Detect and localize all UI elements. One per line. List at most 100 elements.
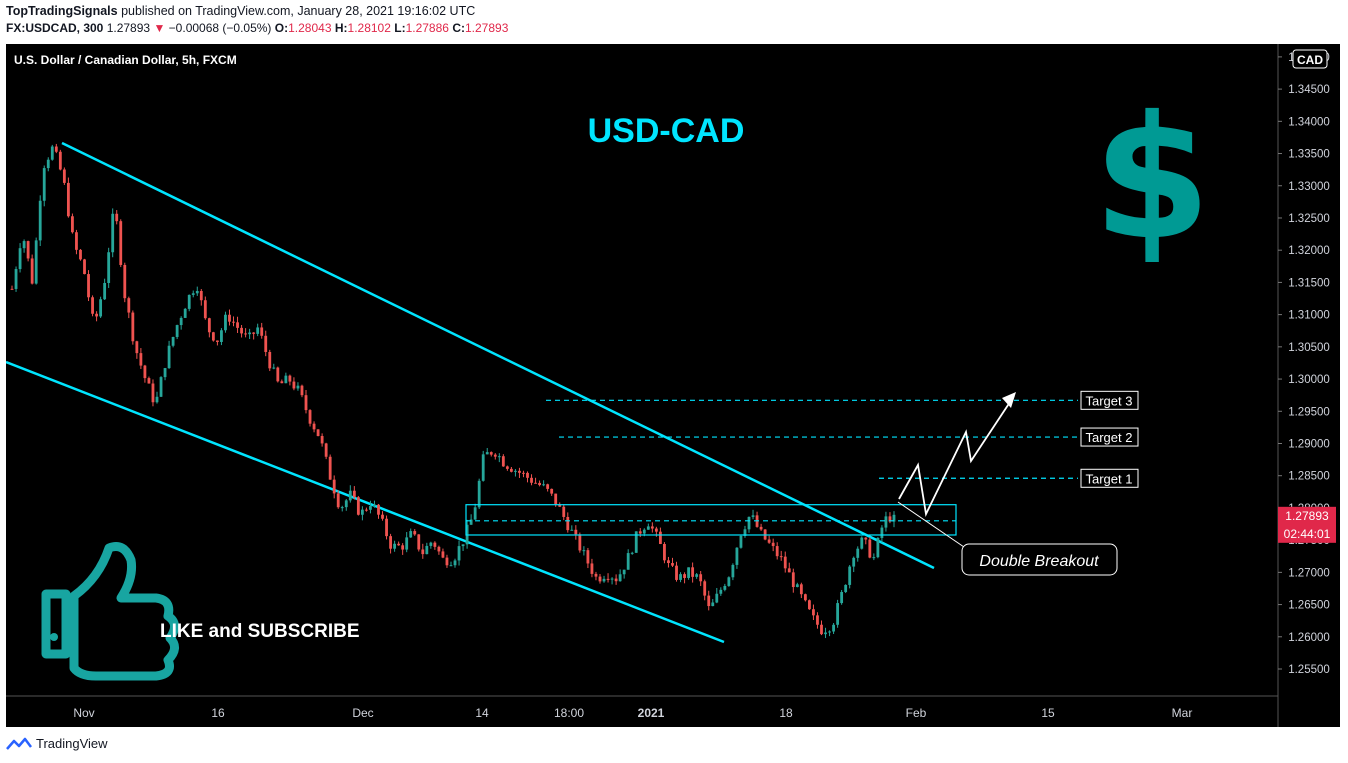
candle <box>872 553 876 561</box>
candle <box>610 577 614 585</box>
candle <box>832 622 835 634</box>
candle <box>256 323 260 337</box>
price-tick-label: 1.29000 <box>1288 438 1330 450</box>
candle <box>868 537 872 559</box>
candle <box>699 570 703 587</box>
time-axis[interactable]: Nov 16 Dec 14 18:00 2021 18 Feb 15 Mar <box>73 706 1192 720</box>
thumbs-up-icon <box>41 542 179 681</box>
candle <box>848 564 852 589</box>
candle <box>759 523 763 531</box>
currency-badge[interactable]: CAD <box>1292 49 1328 69</box>
callout-box <box>961 543 1118 576</box>
candle <box>409 528 413 538</box>
candle <box>171 336 175 348</box>
candle <box>514 469 517 477</box>
candle <box>75 229 78 255</box>
candle <box>336 490 340 509</box>
candle <box>880 525 884 543</box>
candle <box>385 515 388 540</box>
candle <box>852 556 856 573</box>
promo-text: LIKE and SUBSCRIBE <box>160 621 360 642</box>
candle <box>26 240 30 262</box>
candle <box>369 500 372 514</box>
candle <box>812 604 815 620</box>
symbol-name: FX:USDCAD, 300 <box>6 21 104 35</box>
candle <box>485 447 489 455</box>
breakout-zone-box[interactable] <box>465 504 957 536</box>
candle <box>373 500 376 508</box>
price-axis[interactable]: 1.255001.260001.265001.270001.275001.280… <box>1278 52 1330 676</box>
candle <box>739 535 743 549</box>
double-breakout-callout[interactable]: Double Breakout <box>897 501 1118 576</box>
candle <box>22 239 26 253</box>
candle <box>91 295 94 317</box>
channel-lower-line[interactable] <box>6 360 725 644</box>
candle <box>268 349 272 372</box>
candle <box>445 554 449 568</box>
candle <box>751 509 755 520</box>
last-price-label: 1.27893 <box>1285 509 1329 523</box>
candle <box>453 558 457 568</box>
price-chart[interactable]: Target 1 Target 2 Target 3 Double Breakout… <box>6 44 1340 727</box>
price-tick-label: 1.33000 <box>1288 181 1330 193</box>
down-arrow-icon: ▼ <box>153 21 166 35</box>
candle <box>284 372 288 384</box>
candle <box>791 568 795 593</box>
price-tick-label: 1.31000 <box>1288 310 1330 322</box>
candle <box>115 210 119 225</box>
candle <box>509 466 513 473</box>
time-tick-label: Nov <box>73 706 94 720</box>
candle <box>38 195 42 247</box>
last-price: 1.27893 <box>106 21 151 35</box>
candle <box>159 376 163 398</box>
candle <box>469 514 473 525</box>
candle <box>381 511 384 521</box>
candle <box>252 332 256 340</box>
target-label[interactable]: Target 1 <box>1080 468 1139 488</box>
candle <box>477 478 481 510</box>
descending-channel[interactable] <box>6 141 935 644</box>
candle <box>187 294 191 312</box>
candle <box>816 612 819 629</box>
candle <box>449 561 453 567</box>
price-tick-label: 1.30000 <box>1288 374 1330 386</box>
target-label-text: Target 3 <box>1086 393 1133 408</box>
price-tick-label: 1.25500 <box>1288 664 1330 676</box>
candle <box>437 545 441 555</box>
candle <box>203 296 207 320</box>
candle <box>667 556 670 568</box>
candle <box>139 348 143 369</box>
target-label[interactable]: Target 3 <box>1080 390 1139 410</box>
publisher-name[interactable]: TopTradingSignals <box>6 4 118 18</box>
price-tick-label: 1.26500 <box>1288 600 1330 612</box>
candle <box>211 331 215 342</box>
candle <box>280 379 284 384</box>
candle <box>296 382 300 391</box>
candle <box>248 328 252 339</box>
candle <box>397 541 401 546</box>
candle <box>143 364 147 383</box>
channel-upper-line[interactable] <box>61 141 935 570</box>
candle <box>244 328 248 338</box>
open-value: 1.28043 <box>288 21 332 35</box>
tradingview-logo-icon <box>6 737 32 750</box>
price-tick-label: 1.31500 <box>1288 277 1330 289</box>
target-label[interactable]: Target 2 <box>1080 427 1139 447</box>
candle <box>675 561 678 582</box>
price-change: −0.00068 (−0.05%) <box>168 21 272 35</box>
projection-path[interactable] <box>898 395 1015 517</box>
candle <box>695 573 699 579</box>
target-label-text: Target 2 <box>1086 430 1133 445</box>
price-tick-label: 1.28500 <box>1288 471 1330 483</box>
publish-text: published on TradingView.com, January 28… <box>121 4 476 18</box>
candle <box>618 569 622 582</box>
close-value: 1.27893 <box>464 21 509 35</box>
candle <box>224 311 227 333</box>
low-label: L: <box>394 21 406 35</box>
candle <box>127 296 131 319</box>
candle <box>344 499 348 511</box>
candle <box>195 286 199 296</box>
candle <box>232 316 235 327</box>
candle <box>687 567 691 580</box>
tradingview-footer[interactable]: TradingView <box>6 736 108 751</box>
